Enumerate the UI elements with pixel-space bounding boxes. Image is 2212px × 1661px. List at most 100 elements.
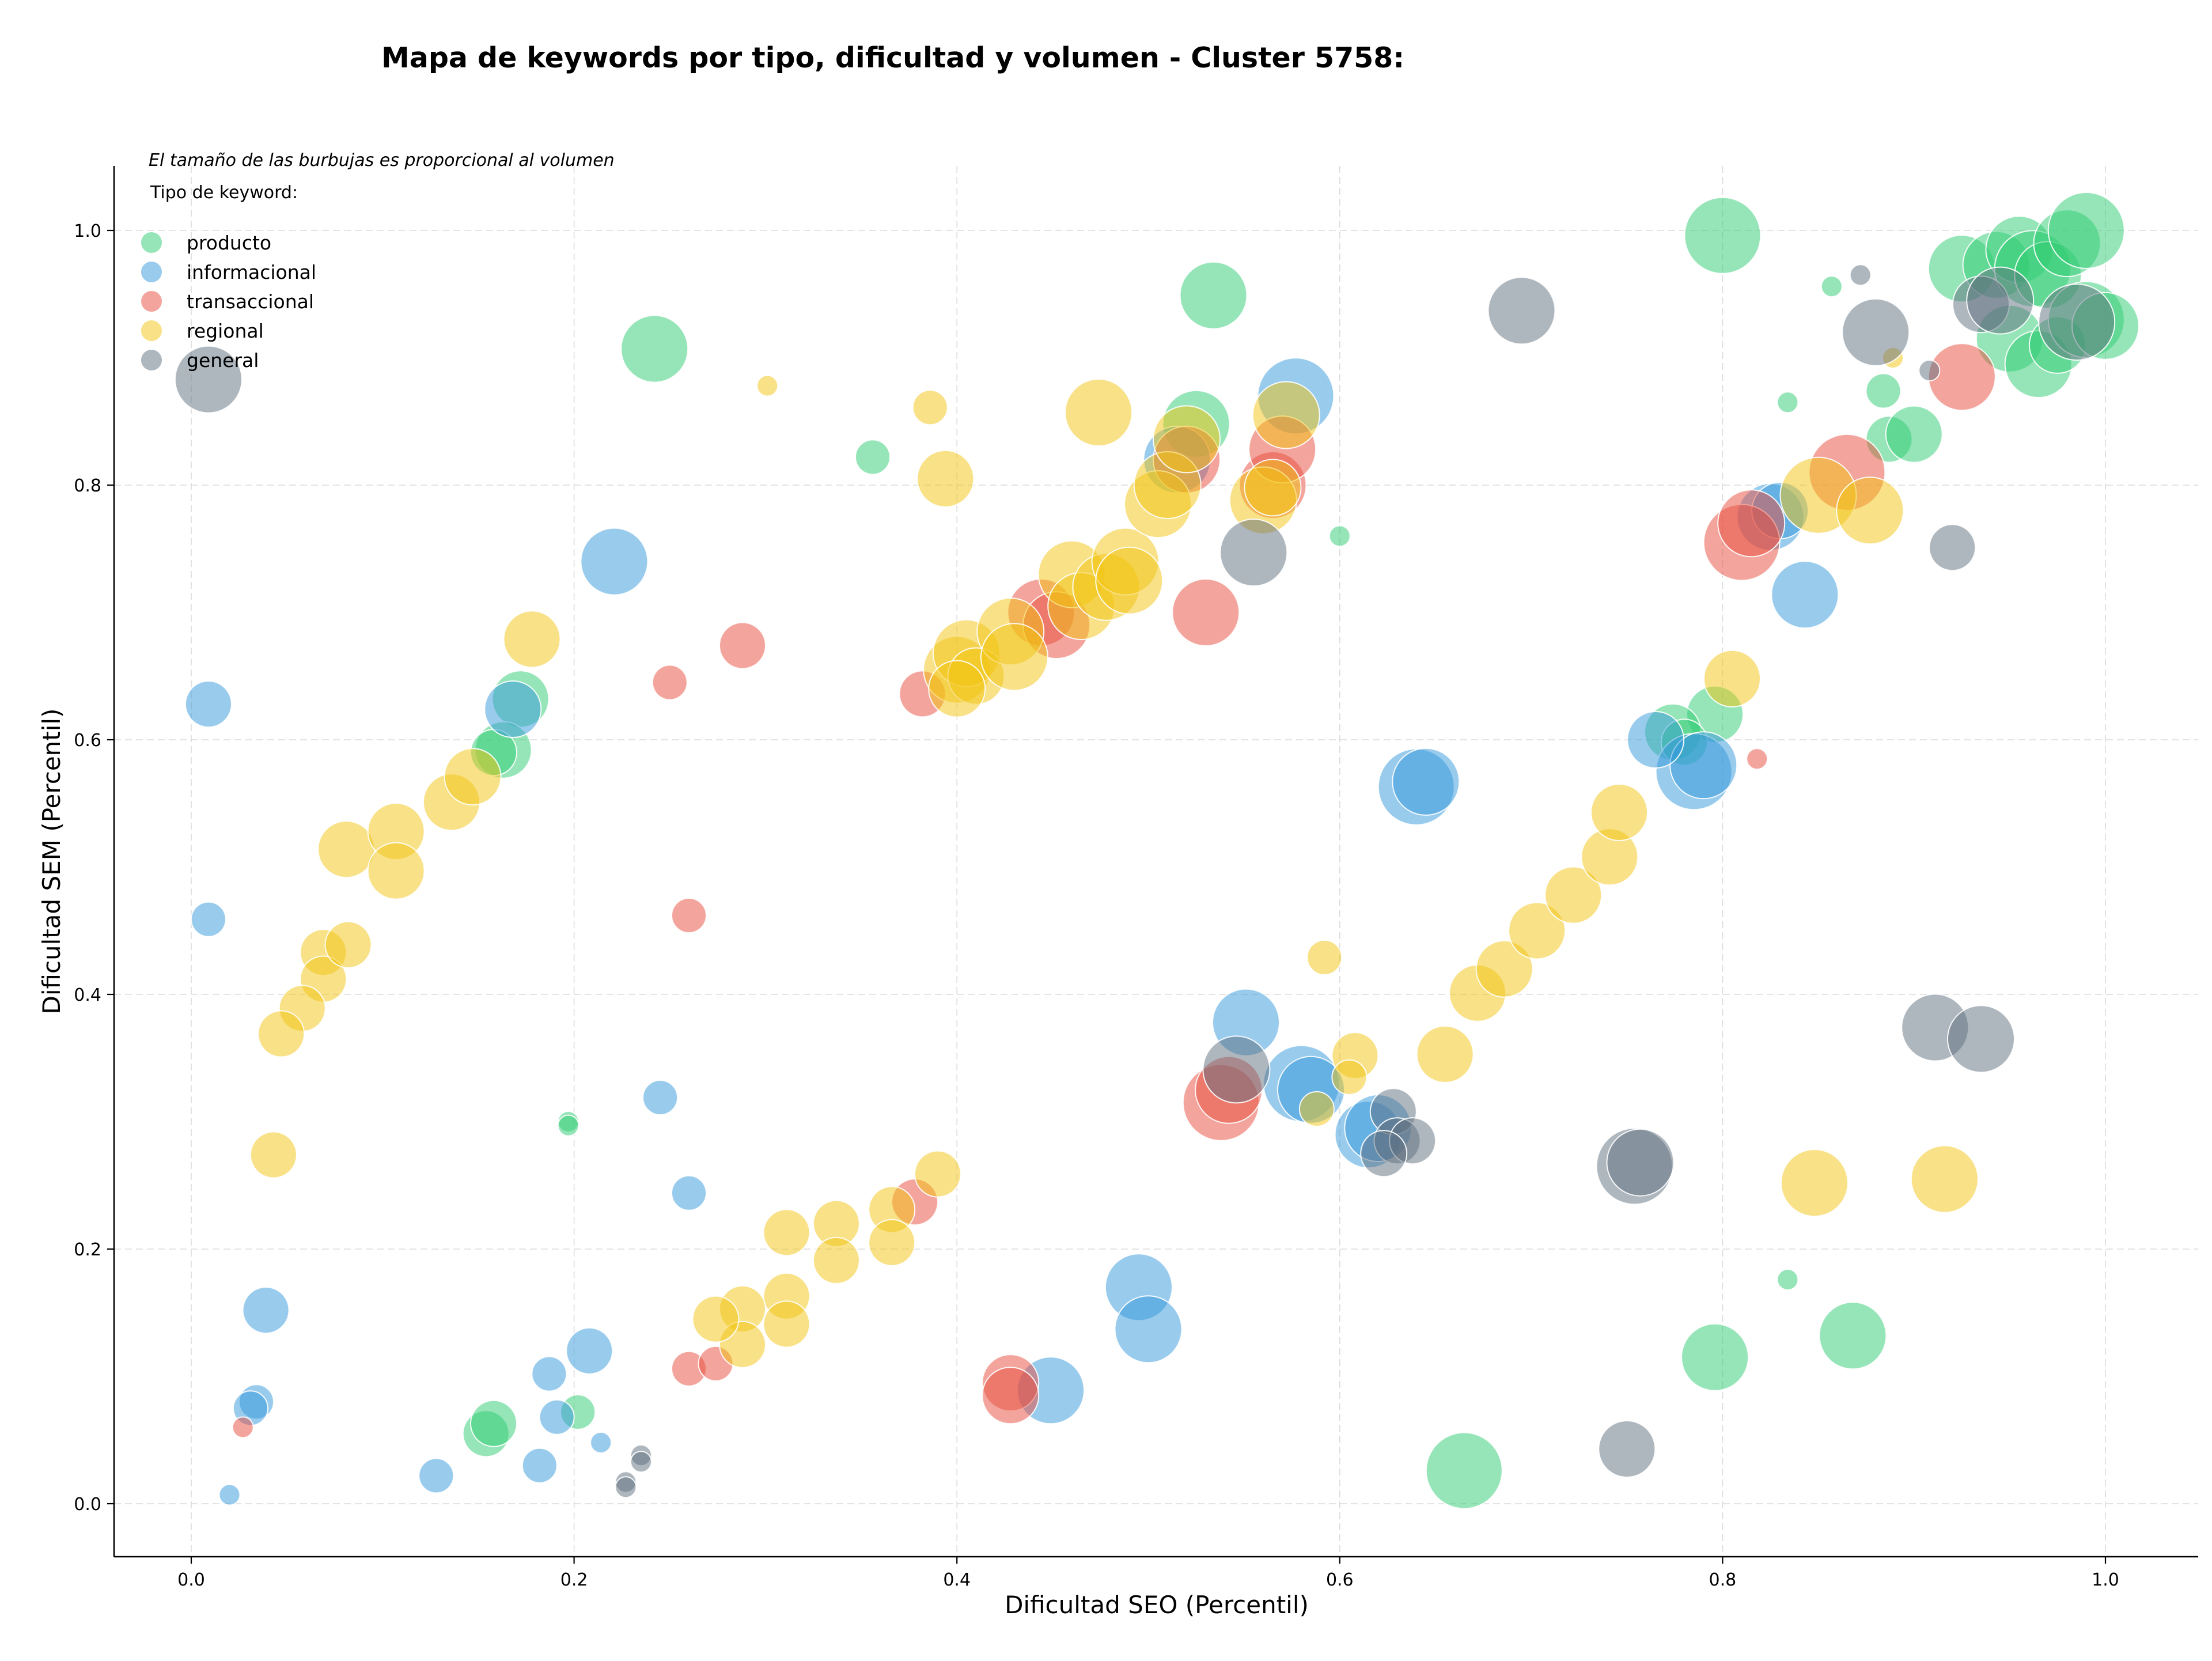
bubble-regional	[980, 623, 1048, 691]
bubble-regional	[1544, 866, 1603, 924]
bubble-informacional	[671, 1175, 707, 1211]
bubble-regional	[912, 389, 948, 426]
y-tick-label: 0.6	[74, 731, 101, 751]
bubble-general	[1219, 519, 1288, 587]
bubble-transaccional	[652, 664, 688, 701]
bubble-producto	[1328, 525, 1351, 547]
bubble-regional	[444, 748, 502, 806]
legend-marker-producto	[140, 231, 163, 254]
bubble-transaccional	[1746, 748, 1768, 770]
bubble-producto	[1179, 261, 1248, 330]
bubble-informacional	[531, 1356, 567, 1392]
series-general	[174, 264, 2116, 1499]
y-tick-label: 0.4	[74, 985, 101, 1005]
bubble-producto	[1681, 1323, 1749, 1391]
legend-title: Tipo de keyword:	[150, 183, 298, 203]
bubble-general	[1487, 277, 1556, 345]
bubble-regional	[1095, 546, 1164, 615]
bubble-regional	[503, 610, 561, 668]
bubble-informacional	[190, 901, 226, 937]
bubble-size-note: El tamaño de las burbujas es proporciona…	[149, 150, 615, 171]
bubble-regional	[1298, 1091, 1335, 1127]
bubble-general	[1202, 1035, 1271, 1104]
x-tick-label: 0.0	[177, 1570, 205, 1590]
x-axis-label: Dificultad SEO (Percentil)	[1005, 1591, 1309, 1619]
gridlines	[114, 166, 2198, 1557]
bubble-regional	[1475, 940, 1533, 998]
bubble-general	[1849, 264, 1872, 286]
bubble-regional	[763, 1300, 810, 1348]
bubble-regional	[367, 842, 425, 900]
bubble-general	[615, 1476, 637, 1499]
bubble-regional	[868, 1219, 916, 1266]
bubble-regional	[1244, 459, 1302, 517]
bubble-transaccional	[671, 898, 707, 933]
bubble-general	[1966, 266, 2035, 335]
bubble-general	[1606, 1128, 1675, 1197]
bubble-regional	[1252, 381, 1320, 449]
x-tick-label: 0.4	[943, 1570, 971, 1590]
bubble-informacional	[218, 1484, 241, 1506]
bubble-general	[1360, 1130, 1408, 1178]
y-tick-label: 0.2	[74, 1240, 101, 1260]
bubble-regional	[249, 1131, 297, 1179]
x-tick-label: 0.2	[560, 1570, 588, 1590]
bubble-producto	[470, 1399, 517, 1447]
legend-marker-regional	[140, 319, 163, 342]
chart-title: Mapa de keywords por tipo, dificultad y …	[381, 41, 1404, 74]
bubble-general	[174, 345, 243, 414]
legend: producto informacional transaccional region…	[140, 231, 316, 372]
bubble-informacional	[1669, 731, 1738, 800]
bubble-regional	[916, 449, 975, 508]
bubble-producto	[1885, 405, 1943, 463]
bubble-regional	[763, 1209, 810, 1257]
bubble-producto	[1684, 196, 1762, 274]
bubble-producto	[1819, 1301, 1887, 1370]
bubble-regional	[928, 660, 986, 718]
y-tick-label: 0.8	[74, 476, 101, 496]
bubble-general	[1929, 524, 1976, 572]
bubble-general	[630, 1451, 652, 1473]
bubble-informacional	[642, 1080, 679, 1115]
y-tick-label: 0.0	[74, 1494, 101, 1515]
bubble-regional	[1416, 1025, 1474, 1083]
bubble-regional	[1910, 1145, 1979, 1213]
axes	[113, 166, 2198, 1558]
bubble-informacional	[418, 1458, 454, 1494]
bubble-general	[2038, 283, 2116, 361]
bubble-general	[1918, 360, 1941, 382]
bubble-producto	[620, 315, 689, 383]
bubble-regional	[324, 921, 372, 968]
legend-label-general: general	[187, 349, 259, 372]
bubble-informacional	[484, 680, 542, 738]
bubble-informacional	[521, 1447, 558, 1484]
bubble-regional	[317, 820, 376, 879]
bubble-producto	[1777, 1269, 1799, 1291]
bubble-regional	[756, 374, 779, 397]
bubble-producto	[1777, 391, 1799, 414]
bubble-general	[1947, 1005, 2015, 1073]
bubble-informacional	[1114, 1295, 1183, 1364]
bubble-producto	[1865, 373, 1902, 409]
x-tick-label: 1.0	[2092, 1570, 2119, 1590]
bubble-regional	[1780, 1149, 1849, 1217]
bubble-informacional	[184, 680, 232, 728]
legend-label-producto: producto	[187, 232, 271, 254]
bubble-producto	[1425, 1432, 1503, 1509]
bubble-transaccional	[719, 622, 766, 669]
bubble-informacional	[1771, 561, 1839, 629]
bubble-regional	[1836, 476, 1904, 545]
x-tick-label: 0.6	[1326, 1570, 1354, 1590]
bubble-producto	[855, 439, 891, 475]
bubble-regional	[692, 1295, 740, 1343]
bubble-informacional	[590, 1431, 612, 1454]
bubble-transaccional	[1717, 489, 1786, 558]
bubble-informacional	[539, 1399, 575, 1435]
bubble-informacional	[580, 527, 649, 596]
bubble-informacional	[242, 1287, 290, 1334]
legend-marker-general	[140, 349, 163, 372]
bubble-informacional	[1627, 711, 1685, 769]
y-tick-label: 1.0	[74, 221, 101, 241]
bubble-transaccional	[982, 1367, 1040, 1425]
